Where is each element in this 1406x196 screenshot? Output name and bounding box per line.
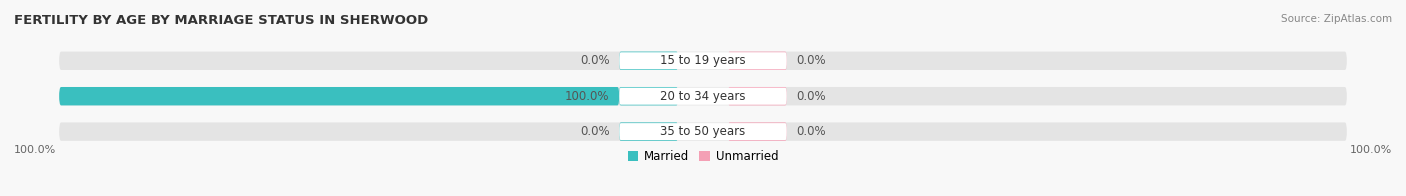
FancyBboxPatch shape	[619, 122, 678, 141]
Text: 0.0%: 0.0%	[581, 125, 610, 138]
FancyBboxPatch shape	[728, 52, 787, 70]
FancyBboxPatch shape	[619, 88, 787, 105]
FancyBboxPatch shape	[619, 87, 678, 105]
Text: 0.0%: 0.0%	[581, 54, 610, 67]
Text: 0.0%: 0.0%	[796, 90, 825, 103]
Text: 35 to 50 years: 35 to 50 years	[661, 125, 745, 138]
Text: 100.0%: 100.0%	[1350, 145, 1392, 155]
FancyBboxPatch shape	[59, 87, 619, 105]
FancyBboxPatch shape	[619, 52, 678, 70]
FancyBboxPatch shape	[59, 52, 1347, 70]
FancyBboxPatch shape	[59, 87, 1347, 105]
Legend: Married, Unmarried: Married, Unmarried	[623, 146, 783, 168]
FancyBboxPatch shape	[59, 122, 1347, 141]
Text: FERTILITY BY AGE BY MARRIAGE STATUS IN SHERWOOD: FERTILITY BY AGE BY MARRIAGE STATUS IN S…	[14, 14, 429, 27]
Text: 15 to 19 years: 15 to 19 years	[661, 54, 745, 67]
FancyBboxPatch shape	[619, 123, 787, 140]
Text: 0.0%: 0.0%	[796, 54, 825, 67]
Text: 0.0%: 0.0%	[796, 125, 825, 138]
Text: Source: ZipAtlas.com: Source: ZipAtlas.com	[1281, 14, 1392, 24]
Text: 100.0%: 100.0%	[565, 90, 610, 103]
FancyBboxPatch shape	[619, 52, 787, 69]
Text: 20 to 34 years: 20 to 34 years	[661, 90, 745, 103]
Text: 100.0%: 100.0%	[14, 145, 56, 155]
FancyBboxPatch shape	[728, 87, 787, 105]
FancyBboxPatch shape	[728, 122, 787, 141]
